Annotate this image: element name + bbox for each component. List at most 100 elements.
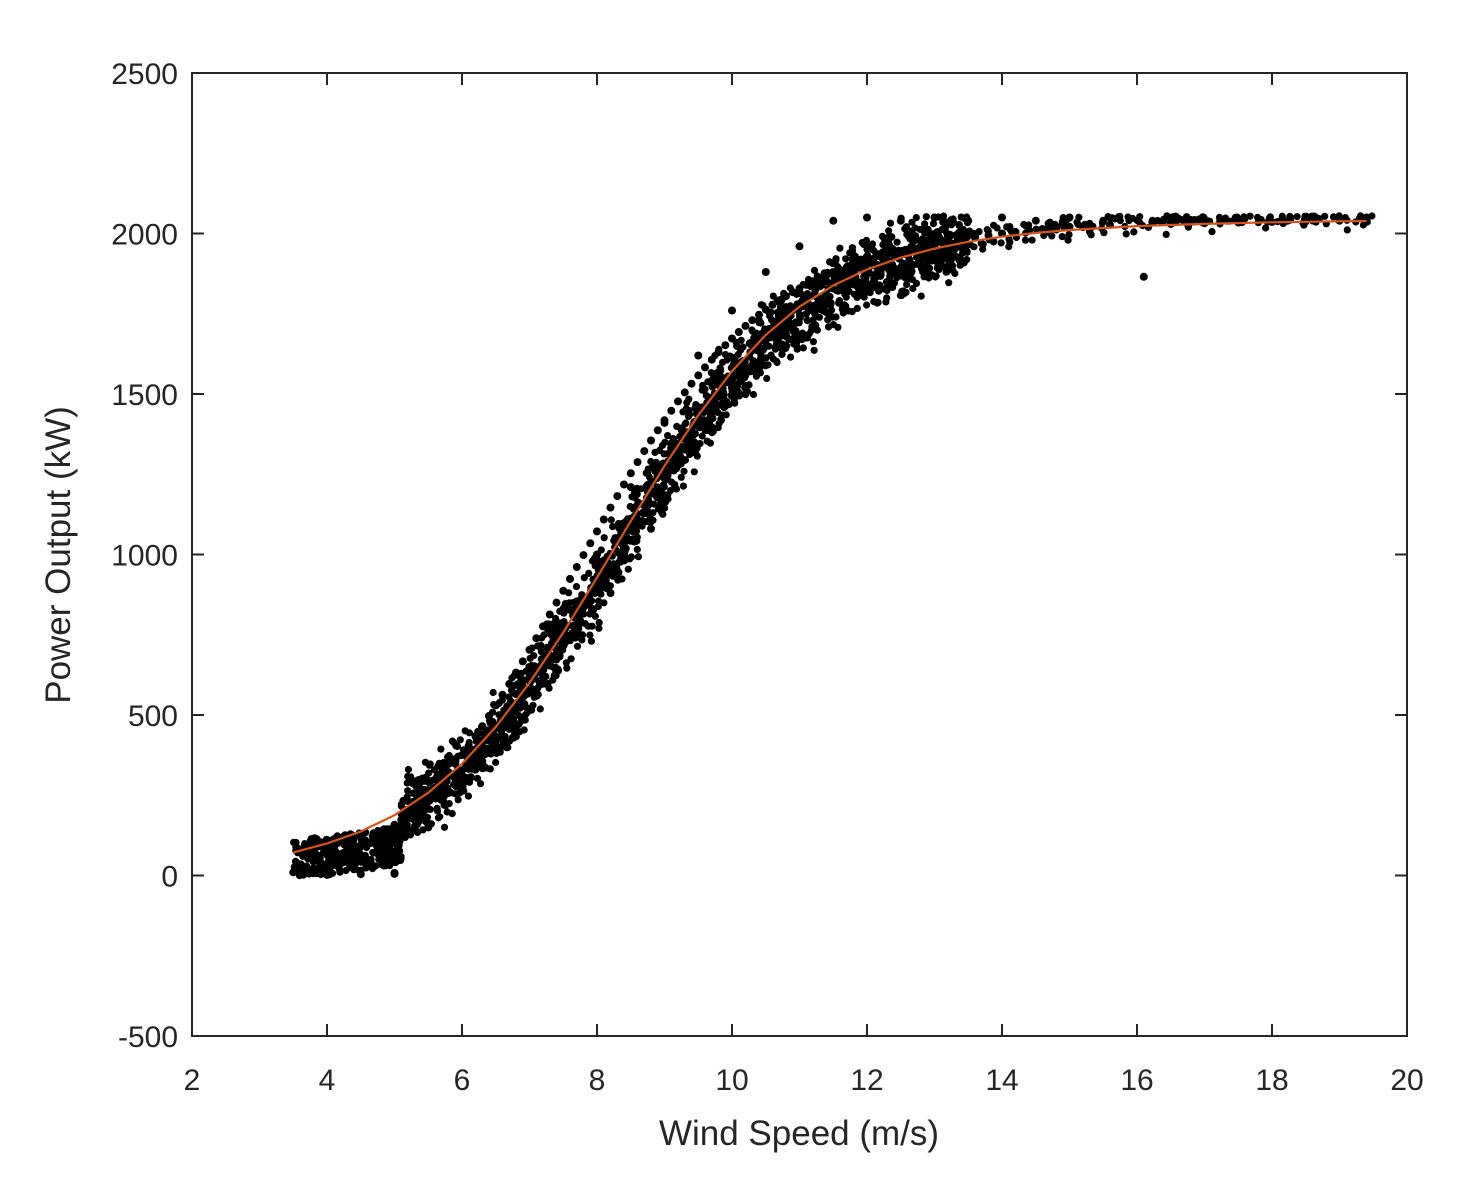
x-tick-label: 8	[589, 1064, 606, 1097]
y-tick-label: -500	[118, 1021, 178, 1054]
scatter-point	[723, 398, 731, 406]
scatter-point	[914, 244, 922, 252]
scatter-point	[367, 855, 375, 864]
scatter-point	[939, 251, 947, 259]
scatter-point	[420, 785, 428, 794]
scatter-point	[707, 369, 715, 377]
scatter-point	[778, 350, 786, 359]
scatter-point	[1368, 212, 1376, 220]
scatter-point	[935, 236, 943, 244]
x-tick-label: 2	[184, 1064, 201, 1097]
scatter-point	[534, 684, 542, 692]
scatter-point	[963, 256, 971, 264]
scatter-point	[767, 308, 775, 316]
scatter-point	[504, 743, 512, 752]
scatter-point	[464, 792, 472, 800]
scatter-point	[581, 620, 589, 628]
scatter-point	[879, 251, 888, 259]
x-tick-label: 18	[1255, 1064, 1288, 1097]
scatter-point	[653, 494, 661, 502]
scatter-point	[401, 833, 409, 842]
scatter-point	[591, 554, 599, 562]
scatter-point	[613, 492, 622, 501]
scatter-point	[1355, 214, 1364, 222]
scatter-point	[828, 313, 837, 321]
scatter-point	[433, 804, 441, 813]
x-tick-label: 20	[1390, 1064, 1423, 1097]
scatter-point	[489, 688, 497, 697]
scatter-point	[362, 864, 370, 872]
y-tick-label: 0	[161, 861, 178, 894]
scatter-point	[373, 836, 381, 844]
scatter-point	[909, 284, 917, 293]
scatter-point	[397, 800, 405, 808]
scatter-point	[715, 345, 723, 353]
scatter-point	[836, 244, 844, 252]
scatter-point	[595, 624, 603, 632]
scatter-point	[794, 333, 802, 341]
scatter-point	[735, 392, 743, 400]
scatter-point	[540, 666, 548, 674]
x-tick-label: 12	[850, 1064, 883, 1097]
scatter-point	[545, 610, 554, 619]
scatter-point	[1335, 212, 1343, 220]
scatter-point	[703, 437, 711, 445]
scatter-point	[793, 342, 801, 350]
scatter-point	[883, 286, 891, 295]
scatter-point	[860, 272, 868, 281]
scatter-point	[1006, 238, 1014, 246]
scatter-point	[661, 438, 669, 446]
scatter-point	[311, 834, 319, 842]
scatter-point	[585, 569, 593, 578]
scatter-point	[1246, 212, 1254, 220]
scatter-point	[427, 820, 435, 828]
scatter-point	[404, 772, 412, 781]
scatter-point	[853, 304, 861, 312]
scatter-point	[443, 808, 451, 816]
scatter-point	[654, 505, 663, 513]
scatter-point	[328, 858, 336, 866]
scatter-point	[419, 826, 427, 834]
scatter-point	[520, 676, 528, 685]
scatter-point	[712, 399, 720, 407]
scatter-point	[621, 547, 629, 556]
scatter-point	[928, 271, 936, 279]
scatter-point	[326, 869, 334, 877]
scatter-point	[1075, 213, 1083, 221]
scatter-point	[702, 392, 710, 400]
scatter-point	[719, 358, 727, 366]
scatter-point	[473, 774, 482, 783]
scatter-point	[951, 231, 960, 239]
scatter-point	[634, 553, 643, 561]
scatter-point	[544, 679, 552, 688]
scatter-point	[938, 225, 946, 233]
scatter-point	[957, 231, 965, 239]
data-marks	[289, 212, 1376, 880]
x-tick-label: 16	[1120, 1064, 1153, 1097]
scatter-point	[803, 317, 811, 325]
scatter-point	[578, 636, 586, 644]
y-axis-title: Power Output (kW)	[39, 406, 78, 704]
scatter-point	[757, 331, 765, 339]
scatter-point	[454, 796, 462, 804]
scatter-point	[863, 213, 871, 222]
scatter-point	[920, 266, 928, 274]
scatter-point	[933, 264, 941, 272]
scatter-point	[369, 829, 377, 837]
scatter-point	[737, 336, 745, 344]
scatter-point	[554, 665, 562, 673]
scatter-point	[778, 341, 786, 349]
scatter-point	[886, 219, 895, 227]
scatter-point	[1230, 216, 1238, 224]
scatter-point	[893, 238, 901, 246]
scatter-point	[440, 823, 449, 831]
scatter-point	[806, 306, 814, 314]
scatter-point	[572, 627, 580, 635]
scatter-point	[885, 227, 893, 235]
scatter-point	[380, 859, 388, 867]
scatter-point	[467, 774, 475, 782]
scatter-point	[630, 505, 638, 513]
scatter-point	[492, 758, 500, 767]
scatter-point	[820, 273, 828, 281]
scatter-point	[294, 868, 302, 877]
